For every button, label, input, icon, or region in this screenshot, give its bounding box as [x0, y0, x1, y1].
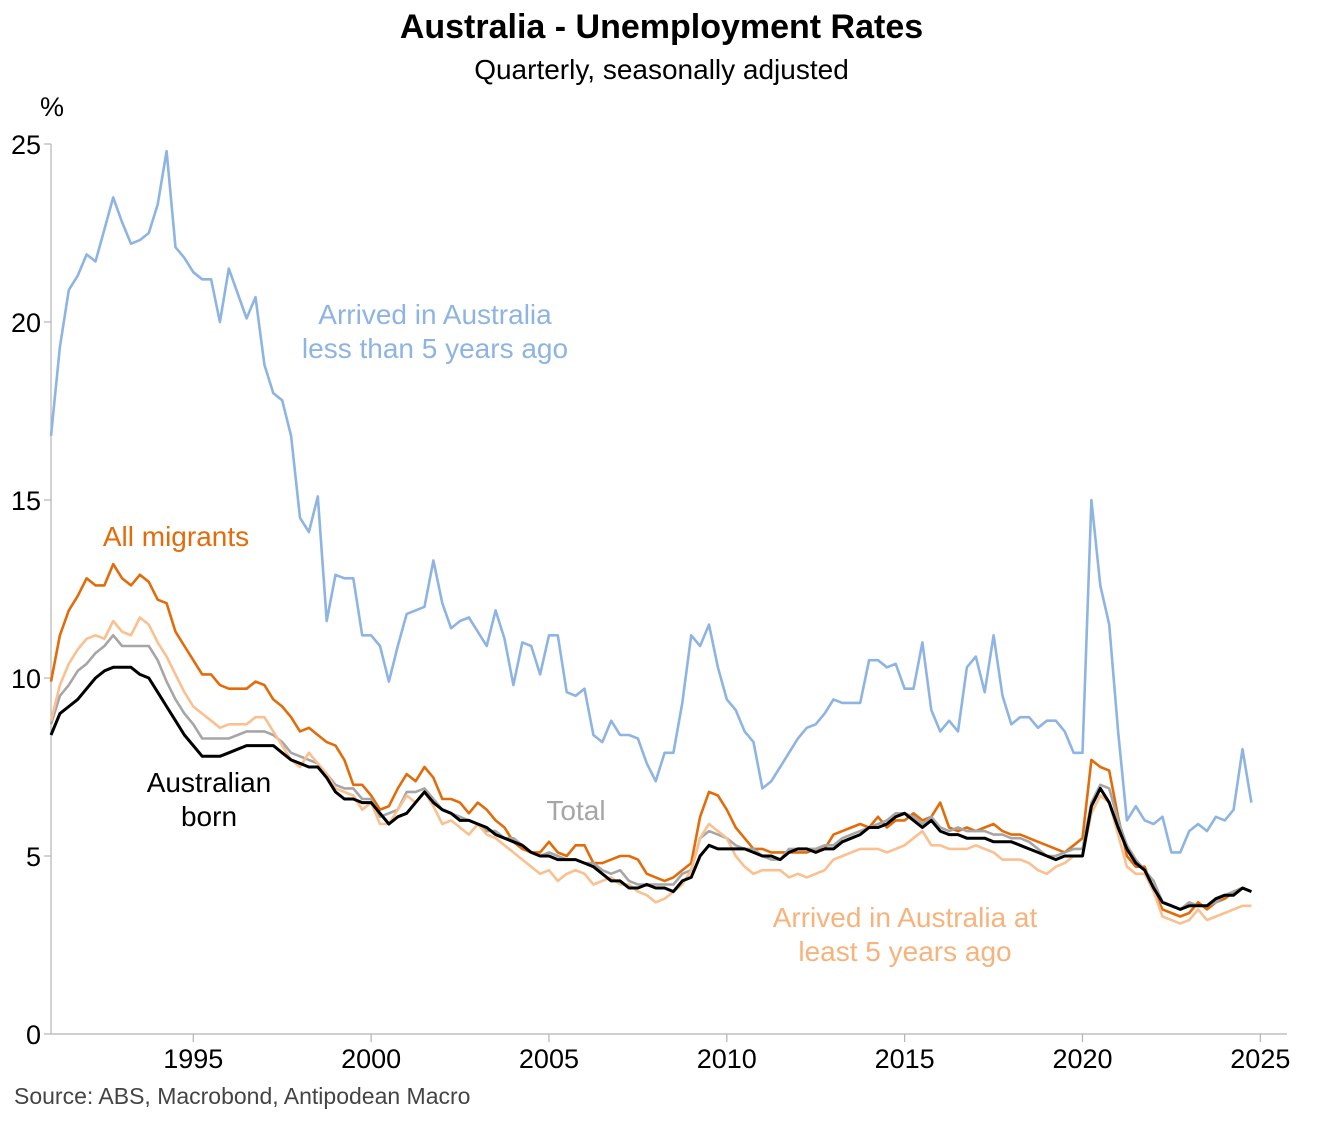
source-note: Source: ABS, Macrobond, Antipodean Macro: [14, 1083, 471, 1109]
y-axis: 0 5 10 15 20 25: [11, 130, 52, 1050]
x-tick-label: 2000: [341, 1044, 401, 1074]
series-label-arrived-in-australia-less-than-5-years-ago: Arrived in Australia: [318, 299, 552, 330]
x-tick-label: 2010: [697, 1044, 757, 1074]
series-label-all-migrants: All migrants: [103, 521, 249, 552]
x-tick-label: 2005: [519, 1044, 579, 1074]
chart-title: Australia - Unemployment Rates: [399, 8, 924, 46]
series-line-arrived-in-australia-at-least-5-years-ago: [49, 616, 1252, 925]
series-label-arrived-in-australia-at-least-5-years-ago: Arrived in Australia at: [773, 902, 1038, 933]
series-label-australian-born: Australian: [147, 767, 272, 798]
series-line-arrived-in-australia-less-than-5-years-ago: [49, 149, 1253, 854]
x-tick-label: 2015: [875, 1044, 935, 1074]
series-line-total: [49, 633, 1252, 911]
y-tick-label: 10: [11, 664, 41, 694]
series-label-total: Total: [546, 795, 605, 826]
y-tick-label: 25: [11, 130, 41, 160]
x-tick-label: 2025: [1230, 1044, 1290, 1074]
series-line-australian-born: [49, 665, 1252, 911]
series-label-arrived-in-australia-at-least-5-years-ago: least 5 years ago: [798, 936, 1011, 967]
y-axis-unit-label: %: [40, 92, 64, 122]
x-tick-label: 1995: [163, 1044, 223, 1074]
y-tick-label: 0: [26, 1020, 41, 1050]
series-lines: [49, 149, 1253, 925]
x-tick-label: 2020: [1052, 1044, 1112, 1074]
y-tick-label: 20: [11, 308, 41, 338]
series-label-arrived-in-australia-less-than-5-years-ago: less than 5 years ago: [302, 333, 568, 364]
y-tick-label: 15: [11, 486, 41, 516]
series-label-australian-born: born: [181, 801, 237, 832]
x-axis: 1995 2000 2005 2010 2015 2020 2025: [51, 1033, 1290, 1074]
chart-subtitle: Quarterly, seasonally adjusted: [474, 54, 849, 85]
y-tick-label: 5: [26, 842, 41, 872]
series-line-all-migrants: [49, 562, 1252, 918]
